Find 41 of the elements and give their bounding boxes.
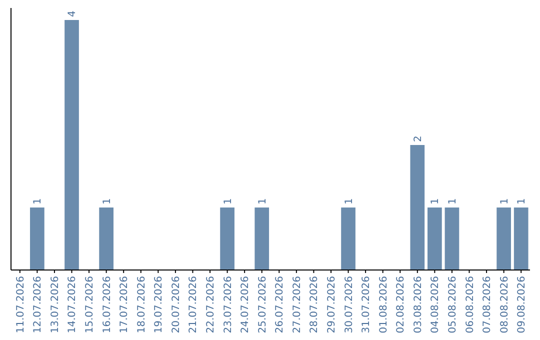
data-label: 1 <box>222 198 234 204</box>
x-tick-label: 17.07.2026 <box>119 276 130 334</box>
x-tick-label: 05.08.2026 <box>447 276 458 334</box>
x-tick-label: 15.07.2026 <box>84 276 96 334</box>
x-tick-label: 13.07.2026 <box>50 276 61 334</box>
x-tick-label: 31.07.2026 <box>361 276 372 334</box>
x-tick-label: 18.07.2026 <box>136 276 148 334</box>
x-tick-label: 25.07.2026 <box>257 276 268 334</box>
x-tick-label: 09.08.2026 <box>516 276 528 334</box>
x-tick-label: 07.08.2026 <box>482 276 494 334</box>
x-tick-label: 30.07.2026 <box>344 276 355 334</box>
x-tick-label: 02.08.2026 <box>396 276 407 334</box>
x-tick-label: 26.07.2026 <box>274 276 286 334</box>
x-tick-label: 04.08.2026 <box>430 276 442 334</box>
data-label: 1 <box>516 198 528 204</box>
data-label: 4 <box>67 10 78 17</box>
data-label: 1 <box>499 198 510 204</box>
x-tick-label: 11.07.2026 <box>15 276 26 334</box>
x-tick-label: 27.07.2026 <box>292 276 303 334</box>
x-tick-label: 14.07.2026 <box>67 276 78 334</box>
data-label: 2 <box>412 136 424 142</box>
x-tick-label: 28.07.2026 <box>309 276 320 334</box>
data-label: 1 <box>32 198 44 204</box>
x-tick-label: 20.07.2026 <box>170 276 182 334</box>
x-tick-label: 08.08.2026 <box>499 276 510 334</box>
data-label: 1 <box>344 198 355 204</box>
data-label: 1 <box>257 198 268 204</box>
x-tick-label: 06.08.2026 <box>464 276 476 334</box>
x-tick-label: 29.07.2026 <box>326 276 338 334</box>
x-tick-label: 19.07.2026 <box>154 276 165 334</box>
x-tick-label: 12.07.2026 <box>32 276 44 334</box>
data-label: 1 <box>102 198 113 204</box>
x-tick-label: 23.07.2026 <box>222 276 234 334</box>
x-tick-label: 16.07.2026 <box>102 276 113 334</box>
x-tick-label: 03.08.2026 <box>412 276 424 334</box>
data-label: 1 <box>430 198 442 204</box>
data-label: 1 <box>447 198 458 204</box>
x-tick-label: 01.08.2026 <box>378 276 390 334</box>
x-tick-label: 22.07.2026 <box>206 276 217 334</box>
x-tick-label: 21.07.2026 <box>188 276 200 334</box>
x-tick-label: 24.07.2026 <box>240 276 252 334</box>
